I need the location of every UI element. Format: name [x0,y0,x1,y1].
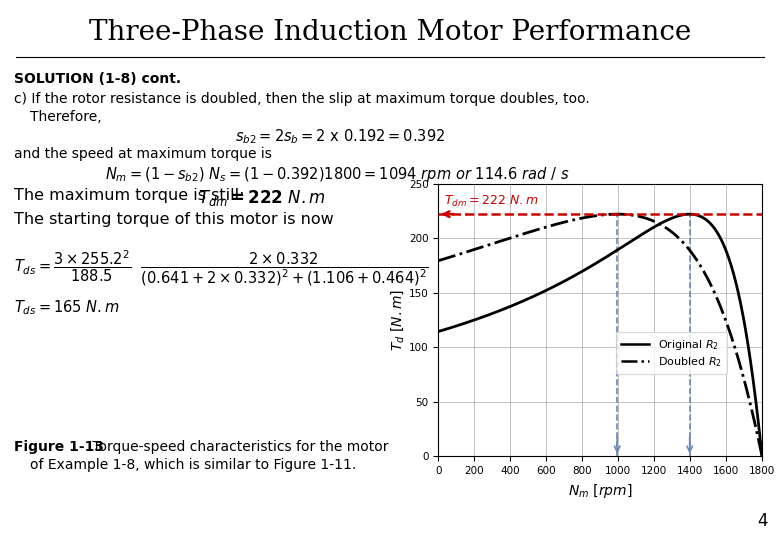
Text: Figure 1-13: Figure 1-13 [14,440,104,454]
Text: Three-Phase Induction Motor Performance: Three-Phase Induction Motor Performance [89,19,691,46]
Text: Therefore,: Therefore, [30,110,101,124]
Text: Torque-speed characteristics for the motor: Torque-speed characteristics for the mot… [88,440,388,454]
Legend: Original $R_2$, Doubled $R_2$: Original $R_2$, Doubled $R_2$ [615,332,727,374]
Text: $\mathit{T_{dm}} = 222\ N.m$: $\mathit{T_{dm}} = 222\ N.m$ [444,193,538,208]
Text: The starting torque of this motor is now: The starting torque of this motor is now [14,212,334,227]
Text: c) If the rotor resistance is doubled, then the slip at maximum torque doubles, : c) If the rotor resistance is doubled, t… [14,92,590,106]
Text: $T_{ds} = \dfrac{3 \times 255.2^2}{188.5}\ \ \dfrac{2 \times 0.332}{\left(0.641 : $T_{ds} = \dfrac{3 \times 255.2^2}{188.5… [14,248,428,288]
Text: $T_{ds} = 165\ N.m$: $T_{ds} = 165\ N.m$ [14,298,119,316]
Text: SOLUTION (1-8) cont.: SOLUTION (1-8) cont. [14,72,181,86]
Text: $s_{b2} = 2s_b = 2\ \mathrm{x}\ 0.192 = 0.392$: $s_{b2} = 2s_b = 2\ \mathrm{x}\ 0.192 = … [235,127,445,146]
Text: $N_m = (1 - s_{b2})\ N_s = (1-0.392)1800 = 1094\ \mathit{rpm\ or\ 114.6\ rad\ /\: $N_m = (1 - s_{b2})\ N_s = (1-0.392)1800… [105,165,569,184]
Text: and the speed at maximum torque is: and the speed at maximum torque is [14,147,272,161]
Text: $\mathbf{\mathit{T_{dm}}}$$\mathbf{= 222\ }$$\mathbf{\mathit{N.m}}$: $\mathbf{\mathit{T_{dm}}}$$\mathbf{= 222… [198,188,326,208]
Text: of Example 1-8, which is similar to Figure 1-11.: of Example 1-8, which is similar to Figu… [30,458,356,472]
Y-axis label: $T_d\ [N.m]$: $T_d\ [N.m]$ [389,289,406,351]
X-axis label: $N_m\ [rpm]$: $N_m\ [rpm]$ [568,482,633,500]
Text: 4: 4 [757,512,768,530]
Text: The maximum torque is still:: The maximum torque is still: [14,188,250,203]
